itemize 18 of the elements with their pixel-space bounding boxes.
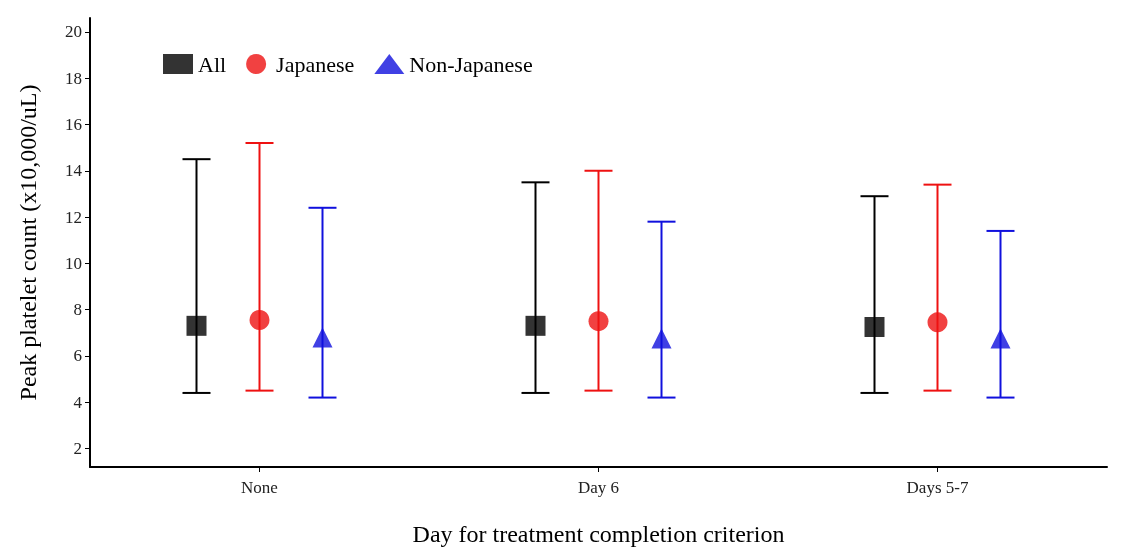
- y-tick-label: 10: [65, 253, 82, 273]
- x-tick-label: Day 6: [577, 478, 620, 497]
- y-tick-label: 2: [73, 438, 82, 458]
- y-axis-title: Peak platelet count (x10,000/uL): [15, 84, 41, 401]
- y-tick-label: 16: [65, 114, 82, 134]
- legend-label: Non-Japanese: [409, 51, 533, 77]
- legend-label: All: [198, 51, 227, 77]
- y-tick-label: 4: [73, 392, 83, 412]
- y-tick-label: 8: [73, 300, 82, 320]
- y-tick-label: 12: [65, 207, 82, 227]
- y-tick-label: 14: [65, 161, 83, 181]
- y-tick-label: 18: [65, 68, 82, 88]
- y-tick-label: 20: [65, 22, 82, 42]
- x-axis-title: Day for treatment completion criterion: [412, 521, 785, 547]
- x-tick-label: Days 5-7: [906, 478, 969, 497]
- x-tick-label: None: [241, 478, 278, 497]
- y-tick-label: 6: [73, 346, 82, 366]
- legend-label: Japanese: [276, 51, 355, 77]
